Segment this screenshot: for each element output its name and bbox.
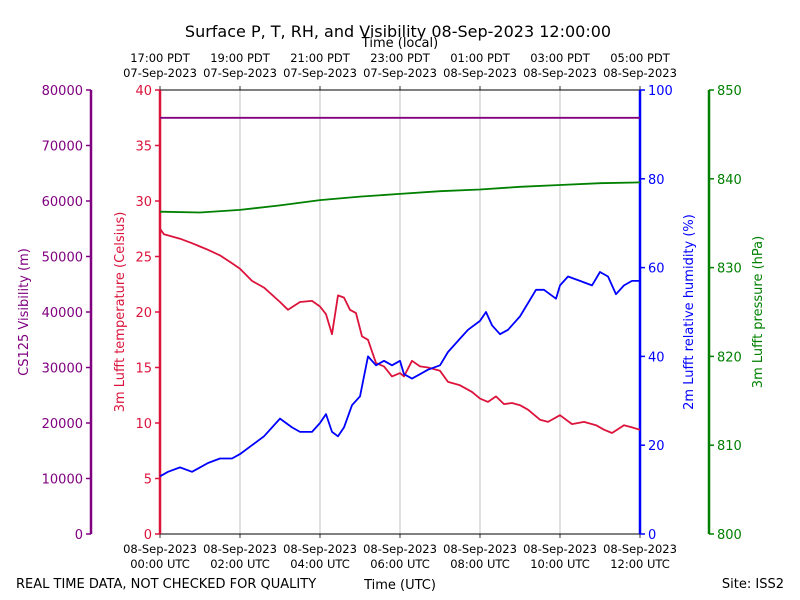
pressure-series-line — [159, 181, 641, 214]
humidity-tick-label: 80 — [648, 173, 665, 188]
visibility-tick-label: 20000 — [42, 417, 83, 432]
x-tick-label: 08-Sep-2023 — [443, 542, 517, 556]
top-tick-label: 01:00 PDT — [450, 51, 511, 65]
humidity-tick-label: 60 — [648, 262, 665, 277]
humidity-tick-label: 20 — [648, 439, 665, 454]
top-axis-label: Time (local) — [361, 36, 438, 51]
visibility-tick-label: 80000 — [42, 84, 83, 99]
bottom-axis-label: Time (UTC) — [363, 578, 436, 593]
pressure-tick-label: 840 — [717, 173, 742, 188]
temperature-tick-label: 0 — [144, 528, 152, 543]
top-tick-label: 07-Sep-2023 — [363, 66, 437, 80]
temperature-axis-label: 3m Lufft temperature (Celsius) — [113, 212, 128, 413]
pressure-axis-label: 3m Lufft pressure (hPa) — [751, 236, 766, 388]
x-tick-label: 06:00 UTC — [370, 557, 430, 571]
temperature-tick-label: 40 — [135, 84, 152, 99]
pressure-tick-label: 810 — [717, 439, 742, 454]
visibility-tick-label: 40000 — [42, 306, 83, 321]
x-tick-label: 08-Sep-2023 — [203, 542, 277, 556]
visibility-tick-label: 30000 — [42, 362, 83, 377]
top-tick-label: 19:00 PDT — [210, 51, 271, 65]
site-label: Site: ISS2 — [722, 577, 784, 592]
humidity-axis-label: 2m Lufft relative humidity (%) — [682, 214, 697, 410]
temperature-tick-label: 20 — [135, 306, 152, 321]
pressure-tick-label: 830 — [717, 262, 742, 277]
top-tick-label: 05:00 PDT — [610, 51, 671, 65]
x-tick-label: 08-Sep-2023 — [283, 542, 357, 556]
top-tick-label: 23:00 PDT — [370, 51, 431, 65]
chart-title: Surface P, T, RH, and Visibility 08-Sep-… — [185, 22, 611, 41]
x-tick-label: 10:00 UTC — [530, 557, 590, 571]
top-tick-label: 07-Sep-2023 — [123, 66, 197, 80]
visibility-tick-label: 10000 — [42, 473, 83, 488]
x-tick-label: 12:00 UTC — [610, 557, 670, 571]
x-tick-label: 08-Sep-2023 — [603, 542, 677, 556]
quality-note: REAL TIME DATA, NOT CHECKED FOR QUALITY — [16, 577, 316, 592]
visibility-tick-label: 0 — [75, 528, 83, 543]
x-tick-label: 08:00 UTC — [450, 557, 510, 571]
visibility-tick-label: 70000 — [42, 140, 83, 155]
top-tick-label: 08-Sep-2023 — [523, 66, 597, 80]
top-tick-label: 17:00 PDT — [130, 51, 191, 65]
x-tick-label: 08-Sep-2023 — [523, 542, 597, 556]
top-tick-label: 08-Sep-2023 — [443, 66, 517, 80]
top-tick-label: 07-Sep-2023 — [203, 66, 277, 80]
temperature-tick-label: 10 — [135, 417, 152, 432]
humidity-series-line — [159, 271, 640, 478]
top-tick-label: 08-Sep-2023 — [603, 66, 677, 80]
visibility-tick-label: 60000 — [42, 195, 83, 210]
top-tick-label: 03:00 PDT — [530, 51, 591, 65]
visibility-tick-label: 50000 — [42, 251, 83, 266]
visibility-axis-label: CS125 Visibility (m) — [17, 248, 32, 376]
pressure-tick-label: 800 — [717, 528, 742, 543]
temperature-tick-label: 30 — [135, 195, 152, 210]
humidity-tick-label: 100 — [648, 84, 673, 99]
temperature-tick-label: 5 — [144, 473, 152, 488]
temperature-tick-label: 15 — [135, 362, 152, 377]
top-tick-label: 21:00 PDT — [290, 51, 351, 65]
temperature-series-line — [159, 228, 641, 434]
x-tick-label: 08-Sep-2023 — [123, 542, 197, 556]
x-tick-label: 02:00 UTC — [210, 557, 270, 571]
x-tick-label: 08-Sep-2023 — [363, 542, 437, 556]
temperature-tick-label: 25 — [135, 251, 152, 266]
top-tick-label: 07-Sep-2023 — [283, 66, 357, 80]
temperature-tick-label: 35 — [135, 140, 152, 155]
pressure-tick-label: 850 — [717, 84, 742, 99]
x-tick-label: 00:00 UTC — [130, 557, 190, 571]
pressure-tick-label: 820 — [717, 350, 742, 365]
humidity-tick-label: 40 — [648, 350, 665, 365]
x-tick-label: 04:00 UTC — [290, 557, 350, 571]
humidity-tick-label: 0 — [648, 528, 656, 543]
